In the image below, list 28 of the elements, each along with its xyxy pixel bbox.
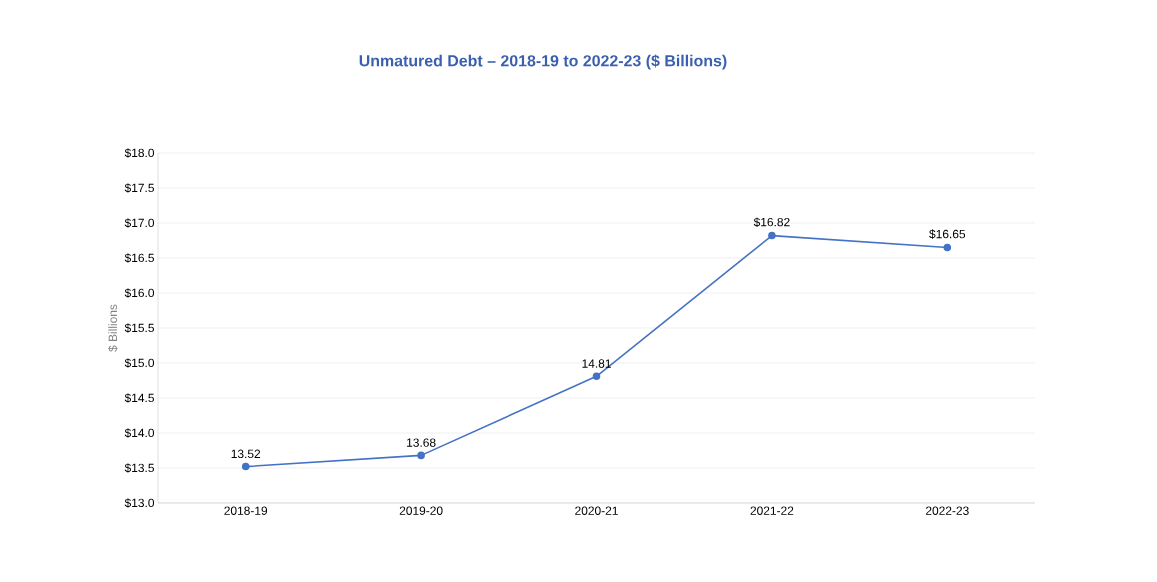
y-tick-label: $16.5 <box>124 253 154 263</box>
y-tick-label: $18.0 <box>124 148 155 158</box>
data-label: 13.68 <box>407 438 436 447</box>
point <box>241 462 250 471</box>
x-tick-label: 2021-22 <box>750 506 794 515</box>
point <box>592 372 601 381</box>
x-tick-label: 2022-23 <box>925 506 969 515</box>
y-tick-label: $15.5 <box>124 323 154 333</box>
x-tick-label: 2018-19 <box>224 506 268 515</box>
y-tick-label: $13.5 <box>124 463 154 473</box>
y-tick-label: $17.5 <box>124 183 154 193</box>
point <box>943 243 952 252</box>
y-tick-label: $14.5 <box>124 393 154 403</box>
point <box>417 451 425 460</box>
chart-title: Unmatured Debt – 2018-19 to 2022-23 ($ Billions) <box>359 54 727 70</box>
data-label: 13.52 <box>231 449 261 459</box>
x-tick-label: 2020-21 <box>575 506 618 515</box>
x-tick-label: 2019-20 <box>399 506 443 515</box>
data-label: 14.81 <box>582 359 611 368</box>
y-tick-label: $14.0 <box>124 428 155 438</box>
data-label: $16.82 <box>753 217 790 228</box>
point <box>768 231 776 240</box>
data-label: $16.65 <box>929 229 966 239</box>
y-tick-label: $17.0 <box>124 218 155 228</box>
y-axis-title: $ Billions <box>108 304 118 352</box>
y-tick-label: $16.0 <box>124 288 155 298</box>
y-tick-label: $13.0 <box>124 498 155 508</box>
y-tick-label: $15.0 <box>124 358 155 368</box>
